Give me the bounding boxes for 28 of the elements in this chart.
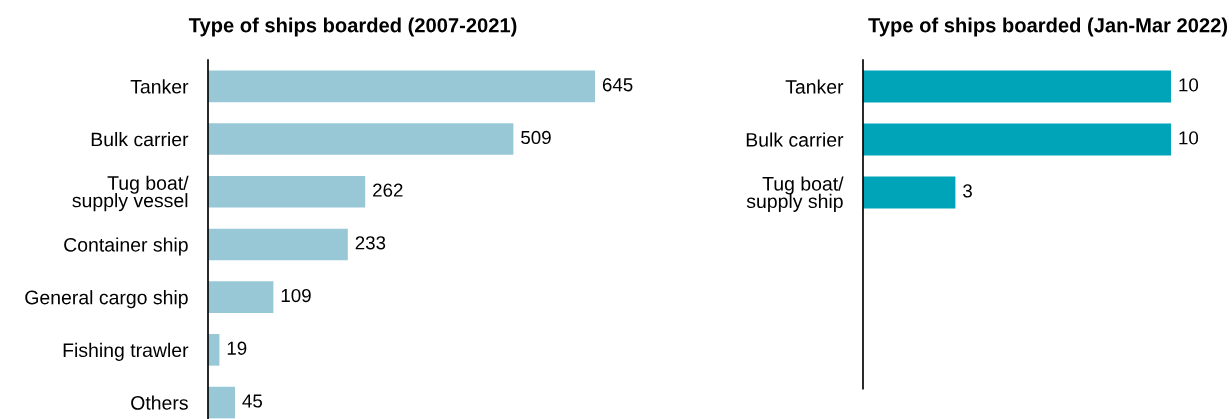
data-label: 3	[963, 184, 972, 198]
y-tick-label: Others	[131, 395, 188, 410]
y-tick-label: Fishing trawler	[63, 342, 189, 361]
data-label: 233	[355, 236, 386, 250]
bar	[208, 123, 514, 155]
data-label: 109	[281, 288, 311, 303]
y-tick-label: Tanker	[785, 79, 844, 94]
bar	[208, 70, 595, 103]
y-tick-label: Bulk carrier	[746, 132, 844, 147]
bar	[208, 175, 366, 208]
bar	[208, 228, 348, 261]
data-label: 45	[242, 394, 263, 408]
bar	[208, 386, 235, 419]
y-tick-label: Container ship	[64, 237, 188, 256]
y-tick-label: Tug boat/ supply ship	[746, 176, 844, 212]
y-tick-label: Tanker	[130, 79, 189, 94]
data-label: 19	[227, 341, 247, 355]
data-label: 10	[1179, 131, 1199, 145]
y-tick-label: General cargo ship	[25, 290, 188, 309]
data-label: 509	[521, 130, 551, 145]
y-tick-label: Tug boat/ supply vessel	[72, 175, 189, 212]
chart-title: Type of ships boarded (Jan-Mar 2022)	[868, 17, 1228, 37]
data-label: 645	[602, 78, 633, 92]
y-tick-label: Bulk carrier	[91, 132, 189, 147]
chart-title: Type of ships boarded (2007-2021)	[188, 17, 517, 37]
data-label: 262	[373, 183, 403, 197]
bar	[208, 281, 274, 313]
data-label: 10	[1179, 78, 1199, 92]
